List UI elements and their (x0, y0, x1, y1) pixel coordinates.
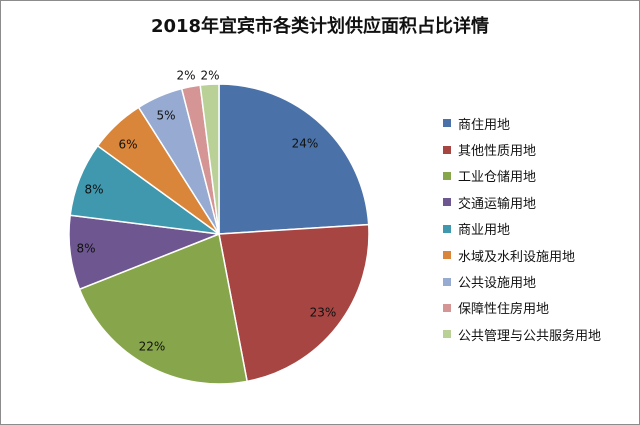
slice-label: 6% (118, 138, 137, 152)
legend-item: 其他性质用地 (443, 136, 638, 162)
legend-label: 公共设施用地 (458, 276, 537, 292)
legend-item: 保障性住房用地 (443, 295, 638, 321)
pie-slice (199, 83, 220, 235)
legend-label: 商业用地 (458, 223, 511, 239)
legend-label: 保障性住房用地 (458, 302, 550, 318)
legend-swatch (443, 119, 451, 128)
legend-label: 交通运输用地 (458, 196, 537, 212)
legend-swatch (443, 171, 451, 180)
chart-legend: 商住用地其他性质用地 工业仓储用地 交通运输用地 商业用地水域及水利设施用地 公共设施用… (443, 110, 638, 348)
slice-label: 2% (200, 69, 219, 83)
legend-swatch (443, 277, 451, 286)
legend-label: 公共管理与公共服务用地 (458, 328, 602, 344)
slice-label: 24% (292, 137, 319, 151)
legend-swatch (443, 251, 451, 260)
slice-label: 8% (84, 183, 103, 197)
legend-item: 公共管理与公共服务用地 (443, 321, 638, 347)
chart-title: 2018年宜宾市各类计划供应面积占比详情 (150, 16, 490, 37)
legend-label: 工业仓储用地 (458, 170, 537, 186)
legend-swatch (443, 330, 451, 339)
pie-slice (78, 232, 248, 385)
legend-swatch (443, 303, 451, 312)
slice-label: 22% (139, 340, 166, 354)
legend-item: 交通运输用地 (443, 189, 638, 215)
legend-item: 水域及水利设施用地 (443, 242, 638, 268)
legend-swatch (443, 145, 451, 154)
pie-slice (218, 83, 370, 235)
legend-label: 其他性质用地 (458, 144, 537, 160)
legend-item: 商住用地 (443, 110, 638, 136)
slice-label: 2% (176, 69, 195, 83)
legend-label: 水域及水利设施用地 (458, 249, 576, 265)
legend-label: 商住用地 (458, 117, 511, 133)
legend-swatch (443, 224, 451, 233)
pie-slice (218, 223, 370, 383)
slice-label: 8% (76, 242, 95, 256)
slice-label: 23% (310, 306, 337, 320)
legend-item: 工业仓储用地 (443, 163, 638, 189)
legend-item: 公共设施用地 (443, 268, 638, 294)
legend-item: 商业用地 (443, 216, 638, 242)
legend-swatch (443, 198, 451, 207)
slice-label: 5% (156, 109, 175, 123)
